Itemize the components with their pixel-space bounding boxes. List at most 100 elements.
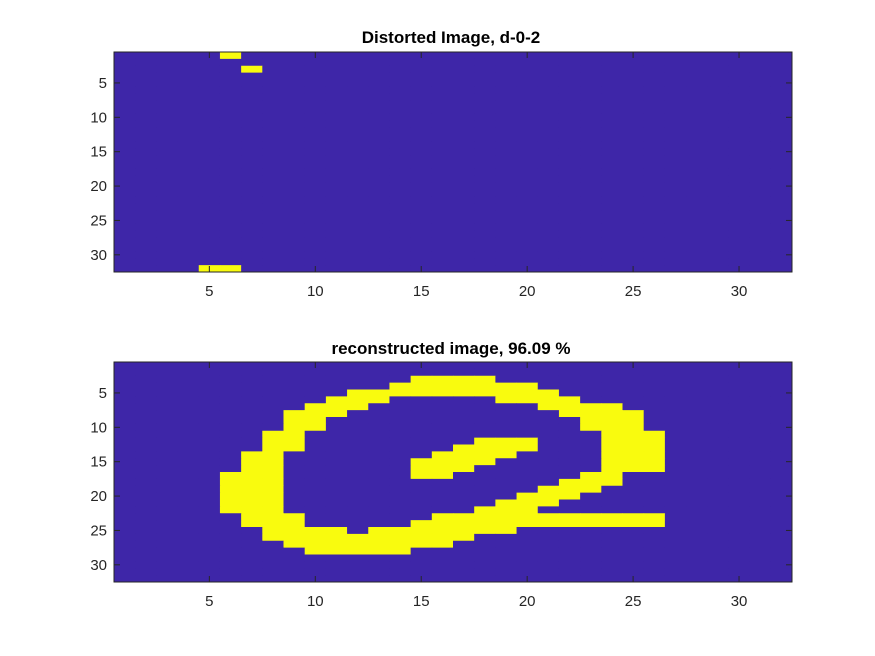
reconstructed-image-cell (580, 465, 602, 473)
distorted-image-cell (135, 162, 157, 170)
reconstructed-image-x-tick-label: 10 (307, 593, 324, 610)
distorted-image-cell (114, 107, 136, 115)
reconstructed-image-cell (325, 451, 348, 459)
reconstructed-image-cell (580, 396, 602, 404)
reconstructed-image-cell (622, 520, 645, 528)
reconstructed-image-cell (749, 478, 772, 487)
distorted-image-cell (304, 196, 327, 204)
distorted-image-cell (347, 155, 369, 163)
reconstructed-image-cell (304, 472, 327, 480)
reconstructed-image-cell (262, 520, 284, 528)
reconstructed-image-cell (453, 382, 475, 390)
reconstructed-image-cell (516, 513, 539, 521)
distorted-image-cell (368, 258, 390, 266)
reconstructed-image-cell (219, 403, 242, 411)
reconstructed-image-cell (622, 444, 645, 452)
reconstructed-image-cell (749, 499, 772, 507)
distorted-image-cell (114, 93, 136, 101)
distorted-image-cell (686, 265, 708, 273)
distorted-image-cell (686, 223, 708, 232)
distorted-image-cell (643, 237, 666, 245)
distorted-image-cell (643, 258, 666, 266)
reconstructed-image-cell (453, 430, 475, 439)
reconstructed-image-cell (707, 568, 729, 576)
reconstructed-image-cell (156, 506, 178, 514)
distorted-image-cell (728, 175, 751, 184)
reconstructed-image-cell (368, 527, 390, 535)
reconstructed-image-cell (686, 513, 708, 521)
reconstructed-image-cell (114, 554, 136, 562)
distorted-image-cell (707, 141, 729, 149)
reconstructed-image-cell (537, 417, 560, 425)
reconstructed-image-cell (283, 458, 306, 466)
distorted-image-cell (219, 237, 242, 245)
distorted-image-cell (304, 217, 327, 225)
distorted-image-cell (241, 155, 263, 163)
reconstructed-image-cell (325, 430, 348, 439)
reconstructed-image-cell (707, 410, 729, 418)
reconstructed-image-cell (431, 506, 454, 514)
reconstructed-image-cell (177, 520, 200, 528)
reconstructed-image-cell (368, 430, 390, 439)
reconstructed-image-cell (219, 492, 242, 500)
distorted-image-cell (431, 120, 454, 129)
reconstructed-image-cell (156, 561, 178, 569)
distorted-image-cell (601, 175, 623, 184)
distorted-image-cell (601, 196, 623, 204)
distorted-image-cell (241, 189, 263, 197)
distorted-image-cell (198, 230, 221, 239)
reconstructed-image-cell (262, 458, 284, 466)
reconstructed-image-cell (770, 437, 793, 445)
reconstructed-image-cell (643, 423, 666, 432)
reconstructed-image-cell (770, 458, 793, 466)
reconstructed-image-cell (580, 423, 602, 432)
reconstructed-image-cell (516, 540, 539, 549)
distorted-image-cell (707, 162, 729, 170)
reconstructed-image-cell (262, 568, 284, 576)
reconstructed-image-cell (601, 403, 623, 411)
distorted-image-cell (580, 141, 602, 149)
reconstructed-image-cell (516, 375, 539, 384)
distorted-image-cell (389, 217, 412, 225)
distorted-image-cell (749, 100, 772, 108)
distorted-image-cell (537, 175, 560, 184)
distorted-image-cell (664, 79, 687, 87)
reconstructed-image-cell (622, 375, 645, 384)
reconstructed-image-cell (601, 472, 623, 480)
reconstructed-image-cell (156, 403, 178, 411)
reconstructed-image-cell (431, 540, 454, 549)
reconstructed-image-cell (664, 533, 687, 542)
reconstructed-image-cell (558, 368, 581, 377)
distorted-image-cell (389, 52, 412, 60)
reconstructed-image-cell (304, 499, 327, 507)
distorted-image-cell (198, 72, 221, 80)
distorted-image-cell (368, 203, 390, 211)
reconstructed-image-cell (283, 444, 306, 452)
distorted-image-cell (410, 141, 433, 149)
reconstructed-image-cell (283, 465, 306, 473)
distorted-image-cell (262, 141, 284, 149)
reconstructed-image-cell (622, 568, 645, 576)
reconstructed-image-cell (368, 396, 390, 404)
distorted-image-cell (135, 210, 157, 218)
reconstructed-image-cell (177, 540, 200, 549)
reconstructed-image-cell (156, 437, 178, 445)
reconstructed-image-cell (304, 527, 327, 535)
distorted-image-cell (770, 251, 793, 259)
distorted-image-cell (198, 65, 221, 74)
reconstructed-image-cell (558, 499, 581, 507)
reconstructed-image-cell (431, 389, 454, 397)
distorted-image-cell (177, 155, 200, 163)
reconstructed-image-cell (474, 444, 496, 452)
distorted-image-cell (728, 230, 751, 239)
reconstructed-image-cell (728, 540, 751, 549)
reconstructed-image-cell (347, 410, 369, 418)
distorted-image-cell (728, 93, 751, 101)
reconstructed-image-cell (707, 513, 729, 521)
distorted-image-cell (601, 58, 623, 67)
distorted-image-cell (304, 223, 327, 232)
distorted-image-cell (325, 162, 348, 170)
reconstructed-image-cell (241, 382, 263, 390)
distorted-image-cell (558, 237, 581, 245)
distorted-image-x-tick-label: 10 (307, 283, 324, 300)
